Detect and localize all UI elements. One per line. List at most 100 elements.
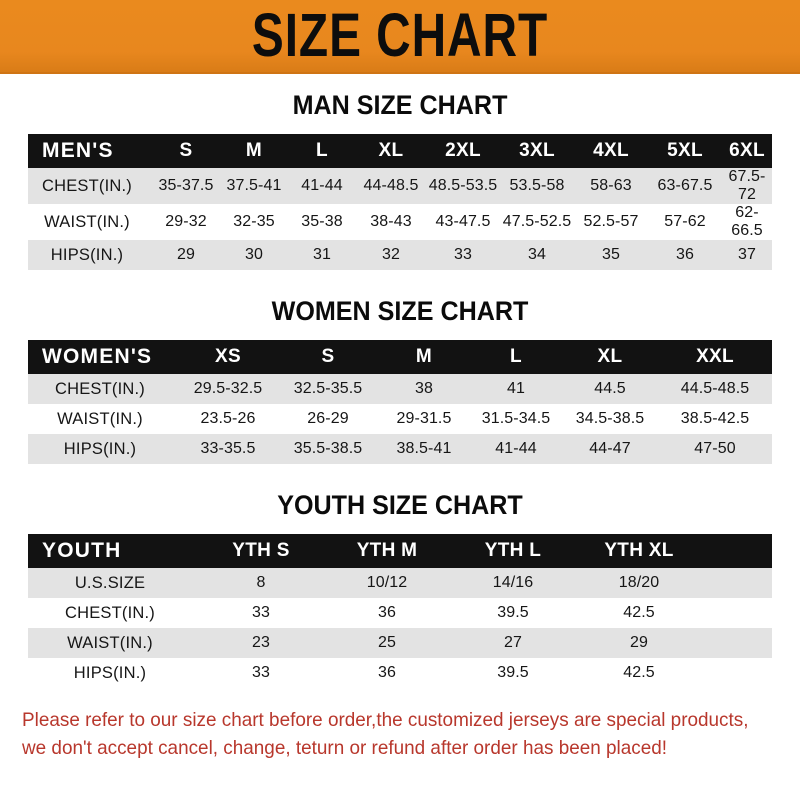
women-size-table: WOMEN'S XS S M L XL XXL CHEST(IN.) 29.5-… xyxy=(28,340,772,464)
man-cell-2-2: 31 xyxy=(288,240,356,270)
women-cell-1-1: 26-29 xyxy=(278,404,378,434)
youth-cell-2-1: 25 xyxy=(324,628,450,658)
women-section-title: WOMEN SIZE CHART xyxy=(271,296,529,326)
youth-cell-0-1: 10/12 xyxy=(324,568,450,598)
footer-line-1: Please refer to our size chart before or… xyxy=(22,709,749,731)
women-cell-1-2: 29-31.5 xyxy=(378,404,470,434)
spacer-banner xyxy=(0,74,800,90)
youth-cell-1-3: 42.5 xyxy=(576,598,702,628)
youth-row-label-2: WAIST(IN.) xyxy=(28,628,198,658)
women-cell-2-0: 33-35.5 xyxy=(178,434,278,464)
man-size-header-1: M xyxy=(220,134,288,168)
table-row: U.S.SIZE 8 10/12 14/16 18/20 xyxy=(28,568,772,598)
youth-cell-0-2: 14/16 xyxy=(450,568,576,598)
man-size-header-0: S xyxy=(152,134,220,168)
youth-row-label-3: HIPS(IN.) xyxy=(28,658,198,688)
youth-row-label-0: U.S.SIZE xyxy=(28,568,198,598)
man-cell-0-3: 44-48.5 xyxy=(356,168,426,204)
man-cell-1-2: 35-38 xyxy=(288,204,356,240)
spacer-women xyxy=(0,270,800,296)
man-cell-2-5: 34 xyxy=(500,240,574,270)
man-cell-0-6: 58-63 xyxy=(574,168,648,204)
man-cell-0-2: 41-44 xyxy=(288,168,356,204)
man-cell-1-3: 38-43 xyxy=(356,204,426,240)
women-cell-0-2: 38 xyxy=(378,374,470,404)
women-row-label-1: WAIST(IN.) xyxy=(28,404,178,434)
spacer-women-table xyxy=(0,327,800,340)
women-cell-0-3: 41 xyxy=(470,374,562,404)
women-table-header-row: WOMEN'S XS S M L XL XXL xyxy=(28,340,772,374)
women-cell-0-4: 44.5 xyxy=(562,374,658,404)
youth-cell-3-0: 33 xyxy=(198,658,324,688)
man-table-header-row: MEN'S S M L XL 2XL 3XL 4XL 5XL 6XL xyxy=(28,134,772,168)
man-cell-1-0: 29-32 xyxy=(152,204,220,240)
man-cell-2-7: 36 xyxy=(648,240,722,270)
man-cell-0-5: 53.5-58 xyxy=(500,168,574,204)
youth-cell-1-0: 33 xyxy=(198,598,324,628)
table-row: WAIST(IN.) 23 25 27 29 xyxy=(28,628,772,658)
youth-cell-3-1: 36 xyxy=(324,658,450,688)
youth-cell-1-spacer xyxy=(702,598,772,628)
women-cell-0-5: 44.5-48.5 xyxy=(658,374,772,404)
youth-cell-1-2: 39.5 xyxy=(450,598,576,628)
women-cell-2-3: 41-44 xyxy=(470,434,562,464)
women-cell-1-3: 31.5-34.5 xyxy=(470,404,562,434)
man-size-header-6: 4XL xyxy=(574,134,648,168)
man-cell-1-5: 47.5-52.5 xyxy=(500,204,574,240)
youth-cell-0-spacer xyxy=(702,568,772,598)
youth-section-title: YOUTH SIZE CHART xyxy=(277,490,523,520)
man-section-title: MAN SIZE CHART xyxy=(292,90,508,120)
man-size-header-2: L xyxy=(288,134,356,168)
spacer-youth-table xyxy=(0,521,800,534)
man-size-table: MEN'S S M L XL 2XL 3XL 4XL 5XL 6XL CHEST… xyxy=(28,134,772,270)
youth-row-label-1: CHEST(IN.) xyxy=(28,598,198,628)
table-row: HIPS(IN.) 33 36 39.5 42.5 xyxy=(28,658,772,688)
man-size-header-3: XL xyxy=(356,134,426,168)
man-cell-0-8: 67.5-72 xyxy=(722,168,772,204)
man-cell-0-7: 63-67.5 xyxy=(648,168,722,204)
women-size-header-2: M xyxy=(378,340,470,374)
women-cell-0-1: 32.5-35.5 xyxy=(278,374,378,404)
women-cell-1-5: 38.5-42.5 xyxy=(658,404,772,434)
table-row: WAIST(IN.) 23.5-26 26-29 29-31.5 31.5-34… xyxy=(28,404,772,434)
man-cell-2-4: 33 xyxy=(426,240,500,270)
table-row: WAIST(IN.) 29-32 32-35 35-38 38-43 43-47… xyxy=(28,204,772,240)
youth-size-chart-block: YOUTH YTH S YTH M YTH L YTH XL U.S.SIZE … xyxy=(28,534,772,688)
youth-cell-2-2: 27 xyxy=(450,628,576,658)
women-size-header-1: S xyxy=(278,340,378,374)
women-row-label-2: HIPS(IN.) xyxy=(28,434,178,464)
man-row-label-0: CHEST(IN.) xyxy=(28,168,152,204)
youth-cell-1-1: 36 xyxy=(324,598,450,628)
youth-corner-label: YOUTH xyxy=(28,534,198,568)
youth-cell-2-0: 23 xyxy=(198,628,324,658)
man-cell-0-4: 48.5-53.5 xyxy=(426,168,500,204)
man-cell-2-6: 35 xyxy=(574,240,648,270)
women-size-chart-block: WOMEN'S XS S M L XL XXL CHEST(IN.) 29.5-… xyxy=(28,340,772,464)
youth-cell-3-3: 42.5 xyxy=(576,658,702,688)
man-cell-1-6: 52.5-57 xyxy=(574,204,648,240)
footer-line-2: we don't accept cancel, change, teturn o… xyxy=(22,737,668,760)
youth-size-header-0: YTH S xyxy=(198,534,324,568)
women-size-header-0: XS xyxy=(178,340,278,374)
man-cell-1-1: 32-35 xyxy=(220,204,288,240)
man-cell-2-3: 32 xyxy=(356,240,426,270)
man-cell-1-8: 62-66.5 xyxy=(722,204,772,240)
women-cell-2-4: 44-47 xyxy=(562,434,658,464)
women-corner-label: WOMEN'S xyxy=(28,340,178,374)
table-row: CHEST(IN.) 33 36 39.5 42.5 xyxy=(28,598,772,628)
table-row: CHEST(IN.) 35-37.5 37.5-41 41-44 44-48.5… xyxy=(28,168,772,204)
man-size-chart-block: MEN'S S M L XL 2XL 3XL 4XL 5XL 6XL CHEST… xyxy=(28,134,772,270)
man-cell-1-4: 43-47.5 xyxy=(426,204,500,240)
women-cell-1-0: 23.5-26 xyxy=(178,404,278,434)
man-cell-2-0: 29 xyxy=(152,240,220,270)
youth-cell-2-spacer xyxy=(702,628,772,658)
spacer-youth xyxy=(0,464,800,490)
man-size-header-4: 2XL xyxy=(426,134,500,168)
man-cell-0-1: 37.5-41 xyxy=(220,168,288,204)
man-cell-2-1: 30 xyxy=(220,240,288,270)
table-row: HIPS(IN.) 33-35.5 35.5-38.5 38.5-41 41-4… xyxy=(28,434,772,464)
women-cell-1-4: 34.5-38.5 xyxy=(562,404,658,434)
women-size-header-5: XXL xyxy=(658,340,772,374)
man-size-header-5: 3XL xyxy=(500,134,574,168)
